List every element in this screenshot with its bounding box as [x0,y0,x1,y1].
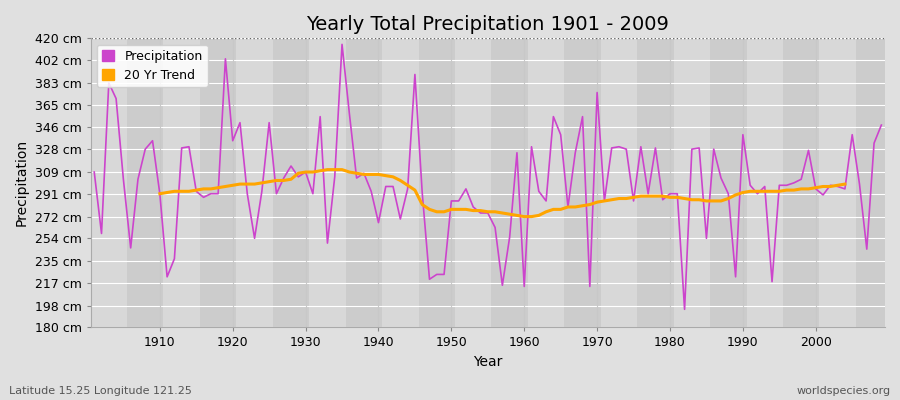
Bar [91,38,127,328]
Bar [783,38,819,328]
Bar [164,38,200,328]
Bar [528,38,564,328]
Bar [564,38,601,328]
Y-axis label: Precipitation: Precipitation [15,139,29,226]
Bar [310,38,346,328]
Bar [346,38,382,328]
Text: Latitude 15.25 Longitude 121.25: Latitude 15.25 Longitude 121.25 [9,386,192,396]
Title: Yearly Total Precipitation 1901 - 2009: Yearly Total Precipitation 1901 - 2009 [306,15,670,34]
Bar [127,38,164,328]
Text: worldspecies.org: worldspecies.org [796,386,891,396]
Bar [273,38,310,328]
Bar [601,38,637,328]
X-axis label: Year: Year [473,355,502,369]
Bar [200,38,237,328]
Bar [673,38,710,328]
Bar [382,38,418,328]
Bar [637,38,673,328]
Bar [710,38,746,328]
Bar [819,38,856,328]
Bar [455,38,491,328]
Legend: Precipitation, 20 Yr Trend: Precipitation, 20 Yr Trend [97,44,208,87]
Bar [418,38,455,328]
Bar [746,38,783,328]
Bar [491,38,528,328]
Bar [856,38,885,328]
Bar [237,38,273,328]
